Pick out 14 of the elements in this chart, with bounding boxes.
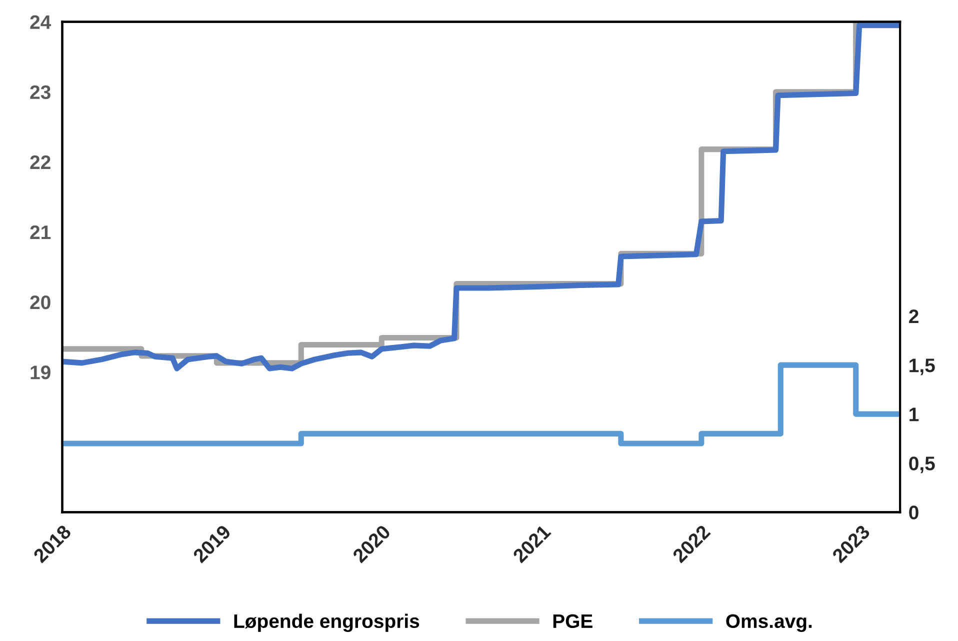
legend-label: Oms.avg. — [726, 614, 812, 632]
legend-label: Løpende engrospris — [234, 614, 420, 632]
y-tick-label: 21 — [30, 225, 51, 239]
y-tick-label: 23 — [30, 85, 50, 100]
y2-tick-label: 0 — [909, 506, 918, 520]
y2-tick-label: 2 — [909, 309, 918, 324]
y2-tick-label: 1,5 — [910, 358, 935, 376]
legend-label: PGE — [553, 614, 592, 628]
y-tick-label: 24 — [30, 15, 52, 29]
y-tick-label: 22 — [30, 155, 50, 169]
y-tick-label: 20 — [30, 295, 50, 310]
y2-tick-label: 1 — [910, 408, 919, 422]
y-tick-label: 19 — [30, 366, 50, 380]
y2-tick-label: 0,5 — [909, 456, 935, 474]
